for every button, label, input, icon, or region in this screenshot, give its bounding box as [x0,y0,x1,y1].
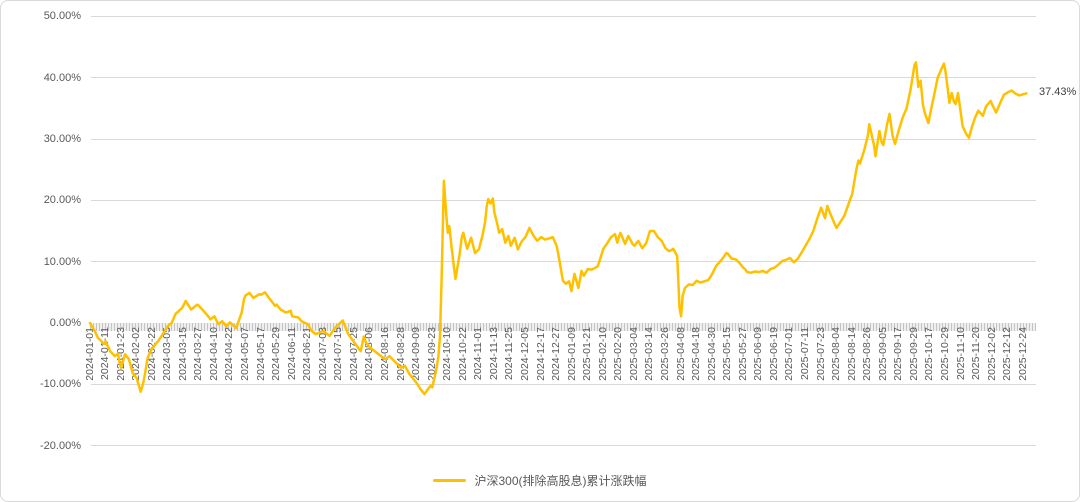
x-tick-label: 2025-07-23 [814,327,827,381]
x-tick-label: 2024-07-03 [316,327,329,381]
x-tick-label: 2024-02-22 [145,327,158,381]
x-tick-label: 2024-08-16 [379,327,392,381]
x-tick-label: 2025-05-15 [721,327,734,381]
x-tick-label: 2024-11-01 [472,327,485,380]
x-tick-label: 2025-10-17 [923,327,936,381]
x-tick-label: 2025-09-05 [876,327,889,381]
y-tick-label: 50.00% [43,10,81,23]
x-tick-label: 2025-10-29 [939,327,952,381]
x-tick-label: 2025-12-24 [1016,327,1029,381]
gridline [91,261,1036,263]
x-tick-label: 2024-08-06 [363,327,376,381]
x-tick-label: 2024-03-15 [176,327,189,381]
x-tick-label: 2024-07-25 [347,327,360,381]
x-tick-label: 2025-08-26 [861,327,874,381]
x-tick-label: 2025-02-20 [612,327,625,381]
gridline [91,138,1036,140]
y-tick-label: 40.00% [43,71,81,84]
x-tick-label: 2024-01-11 [99,327,112,380]
y-tick-label: 0.00% [49,317,81,329]
x-tick-label: 2025-06-19 [767,327,780,381]
x-tick-label: 2024-01-01 [83,327,96,381]
x-tick-label: 2025-05-27 [736,327,749,381]
x-tick-label: 2025-04-18 [690,327,703,381]
x-tick-label: 2025-04-08 [674,327,687,381]
x-tick-label: 2025-03-04 [627,327,640,381]
x-tick-label: 2025-12-02 [985,327,998,381]
x-tick-label: 2025-08-04 [830,327,843,381]
y-tick-label: -10.00% [40,378,81,391]
gridline [91,445,1036,447]
series-end-label: 37.43% [1039,86,1077,99]
legend-label: 沪深300(排除高股息)累计涨跌幅 [474,474,647,488]
x-tick-label: 2024-06-11 [285,327,298,380]
x-tick-label: 2024-12-05 [519,327,532,381]
y-tick-label: 20.00% [43,194,81,207]
x-tick-label: 2025-02-10 [596,327,609,381]
x-tick-label: 2025-01-21 [581,327,594,381]
x-tick-label: 2024-03-27 [192,327,205,381]
x-tick-label: 2024-11-25 [503,327,516,380]
x-tick-label: 2025-07-01 [783,327,796,381]
gridline [91,199,1036,201]
x-tick-label: 2024-04-10 [207,327,220,381]
x-tick-label: 2024-05-29 [270,327,283,381]
x-tick-label: 2025-03-14 [643,327,656,381]
x-tick-label: 2024-08-28 [394,327,407,381]
y-tick-label: 30.00% [43,133,81,145]
x-tick-label: 2024-09-09 [410,327,423,381]
x-tick-label: 2024-07-15 [332,327,345,381]
legend-line-marker [433,479,467,482]
x-tick-label: 2024-05-07 [239,327,252,381]
x-tick-label: 2024-10-22 [456,327,469,381]
x-tick-label: 2024-04-22 [223,327,236,381]
x-tick-label: 2024-12-27 [550,327,563,381]
x-tick-label: 2024-09-23 [425,327,438,381]
x-tick-label: 2025-11-20 [970,327,983,380]
x-tick-label: 2024-06-21 [301,327,314,381]
gridline [91,77,1036,79]
x-tick-label: 2025-04-30 [705,327,718,381]
x-tick-label: 2025-09-17 [892,327,905,381]
x-tick-label: 2025-01-09 [565,327,578,381]
x-tick-label: 2025-06-09 [752,327,765,381]
x-tick-label: 2024-02-02 [130,327,143,381]
x-tick-label: 2025-11-10 [954,327,967,380]
x-tick-label: 2024-05-17 [254,327,267,381]
x-tick-label: 2024-12-17 [534,327,547,381]
x-tick-label: 2025-12-12 [1001,327,1014,381]
x-tick-label: 2025-09-29 [907,327,920,381]
gridline [91,15,1036,17]
x-tick-label: 2024-11-13 [487,327,500,380]
x-tick-label: 2025-08-14 [845,327,858,381]
x-tick-label: 2025-07-11 [799,327,812,380]
x-tick-label: 2024-03-05 [161,327,174,381]
y-tick-label: -20.00% [40,439,81,452]
legend: 沪深300(排除高股息)累计涨跌幅 [1,473,1079,488]
x-tick-label: 2024-01-23 [114,327,127,381]
x-tick-label: 2025-03-26 [659,327,672,381]
x-tick-label: 2024-10-10 [441,327,454,381]
y-tick-label: 10.00% [43,255,81,268]
